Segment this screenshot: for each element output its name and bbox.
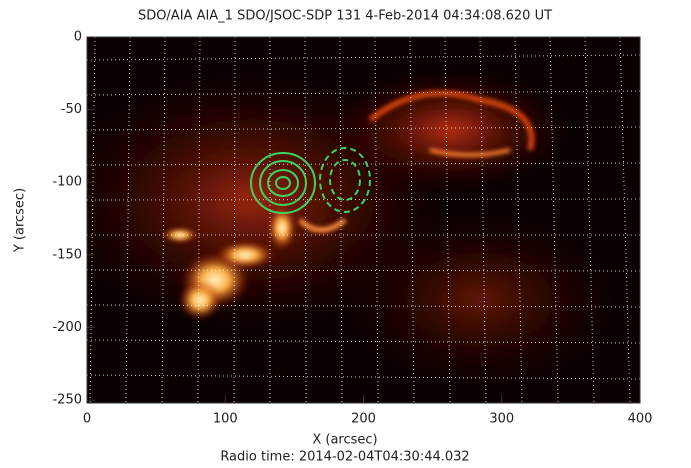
y-tick-label: -100 (52, 175, 82, 190)
y-tick-label: -50 (61, 102, 82, 117)
x-axis-label: X (arcsec) (312, 433, 377, 448)
solar-image (50, 37, 640, 403)
y-tick-label: -200 (52, 320, 82, 335)
x-tick-label: 100 (213, 412, 238, 427)
annotation: Radio time: 2014-02-04T04:30:44.032 (220, 450, 469, 465)
y-tick-label: -250 (52, 393, 82, 408)
y-tick-label: 0 (74, 30, 82, 45)
x-tick-label: 0 (83, 412, 91, 427)
x-tick-label: 400 (628, 412, 653, 427)
chart-title: SDO/AIA AIA_1 SDO/JSOC-SDP 131 4-Feb-201… (138, 9, 552, 24)
y-tick-label: -150 (52, 247, 82, 262)
chart: SDO/AIA AIA_1 SDO/JSOC-SDP 131 4-Feb-201… (0, 0, 691, 468)
x-tick-label: 300 (489, 412, 514, 427)
x-tick-label: 200 (351, 412, 376, 427)
y-axis-label: Y (arcsec) (13, 188, 28, 253)
